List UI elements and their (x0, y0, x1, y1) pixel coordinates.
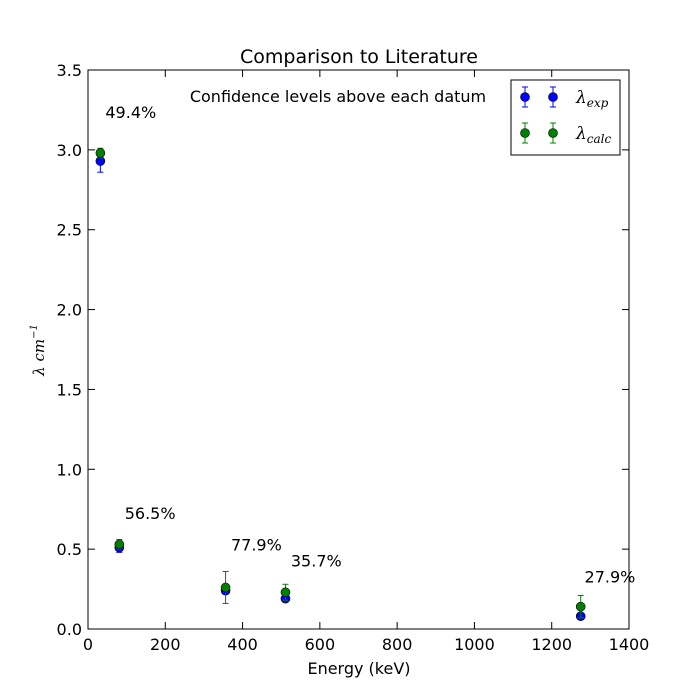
plot-frame (87, 69, 630, 630)
confidence-label: 35.7% (291, 552, 342, 571)
data-point-calc (575, 601, 586, 612)
x-tick-label: 800 (382, 635, 413, 654)
x-tick-label: 1000 (454, 635, 495, 654)
legend-subscript: calc (587, 132, 612, 146)
legend-box (510, 79, 621, 156)
y-tick-label: 2.0 (57, 301, 82, 320)
legend-marker (548, 92, 558, 102)
axis-ticks: 0 200 400 600 800 1000 1200 1400 0.0 0.5 1.0 1.5 2.0… (57, 61, 650, 654)
y-tick-label: 2.5 (57, 221, 82, 240)
data-marks (95, 147, 586, 622)
x-tick-label: 600 (305, 635, 336, 654)
legend-subscript: exp (587, 96, 609, 110)
data-point-calc (114, 539, 125, 550)
y-tick-label: 3.5 (57, 61, 82, 80)
x-axis-label: Energy (keV) (307, 659, 410, 678)
confidence-label: 49.4% (105, 103, 156, 122)
chart-annotation: Confidence levels above each datum (190, 87, 486, 106)
confidence-label: 56.5% (125, 504, 176, 523)
legend-marker (520, 92, 530, 102)
confidence-label: 77.9% (231, 536, 282, 555)
x-tick-label: 1200 (531, 635, 572, 654)
y-axis-label-sup: −1 (29, 324, 40, 339)
legend-symbol: λ (575, 88, 587, 108)
y-tick-label: 1.0 (57, 460, 82, 479)
y-tick-label: 0.0 (57, 620, 82, 639)
x-tick-label: 400 (227, 635, 258, 654)
y-axis-label: λ cm−1 (29, 324, 48, 377)
confidence-labels: 49.4% 56.5% 77.9% 35.7% 27.9% (105, 103, 635, 587)
legend-marker (548, 128, 558, 138)
x-tick-label: 200 (150, 635, 181, 654)
legend-label-calc: λcalc (575, 124, 611, 146)
x-tick-label: 1400 (609, 635, 650, 654)
data-point-calc (220, 582, 231, 593)
y-tick-label: 0.5 (57, 540, 82, 559)
y-tick-label: 3.0 (57, 141, 82, 160)
data-point-calc (95, 148, 106, 158)
legend-marker (520, 128, 530, 138)
legend-label-exp: λexp (575, 88, 609, 110)
legend-symbol: λ (575, 124, 587, 144)
chart-title: Comparison to Literature (240, 46, 478, 68)
confidence-label: 27.9% (585, 568, 636, 587)
x-tick-label: 0 (83, 635, 93, 654)
y-axis-label-base: λ cm (30, 339, 48, 377)
data-point-calc (280, 587, 291, 598)
y-tick-label: 1.5 (57, 380, 82, 399)
